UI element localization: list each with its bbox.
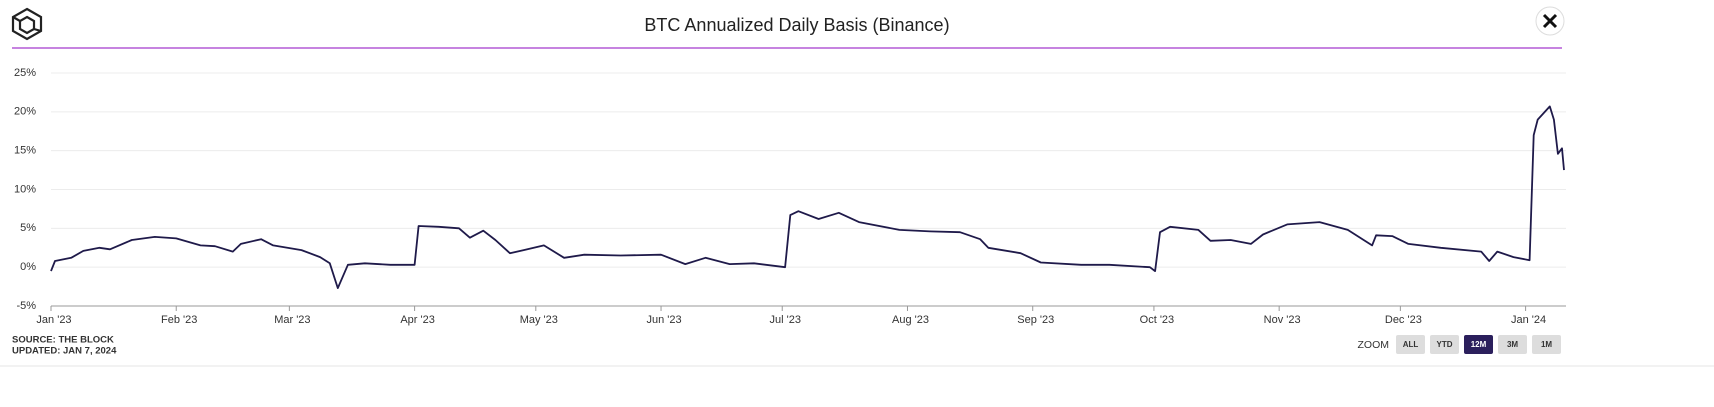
zoom-button[interactable]: 1M — [1532, 335, 1561, 354]
updated: UPDATED: JAN 7, 2024 — [12, 346, 117, 357]
x-tick-label: Jun '23 — [646, 314, 681, 326]
source: SOURCE: THE BLOCK — [12, 335, 114, 346]
zoom-button[interactable]: YTD — [1430, 335, 1459, 354]
x-tick-label: Sep '23 — [1017, 314, 1054, 326]
x-tick-label: Oct '23 — [1140, 314, 1175, 326]
x-tick-label: Feb '23 — [161, 314, 197, 326]
zoom-button-label: 1M — [1541, 340, 1552, 349]
zoom-button-label: 12M — [1471, 340, 1487, 349]
zoom-button[interactable]: 3M — [1498, 335, 1527, 354]
y-tick-label: 15% — [14, 145, 36, 157]
x-tick-label: Jan '24 — [1511, 314, 1546, 326]
y-tick-label: 5% — [20, 222, 36, 234]
x-tick-label: Apr '23 — [400, 314, 435, 326]
zoom-button-label: YTD — [1437, 340, 1453, 349]
zoom-button-label: 3M — [1507, 340, 1518, 349]
x-tick-label: Aug '23 — [892, 314, 929, 326]
data-line — [50, 105, 1565, 289]
zoom-button-label: ALL — [1403, 340, 1419, 349]
x-tick-label: Nov '23 — [1264, 314, 1301, 326]
zoom-button-bg — [1430, 335, 1459, 354]
x-tick-label: May '23 — [520, 314, 558, 326]
y-tick-label: 10% — [14, 183, 36, 195]
x-tick-label: Dec '23 — [1385, 314, 1422, 326]
y-tick-label: -5% — [16, 300, 36, 312]
y-tick-label: 20% — [14, 106, 36, 118]
close-button[interactable] — [1535, 6, 1565, 36]
chart-title: BTC Annualized Daily Basis (Binance) — [644, 15, 949, 35]
y-tick-label: 25% — [14, 67, 36, 79]
y-tick-label: 0% — [20, 261, 36, 273]
zoom-button[interactable]: ALL — [1396, 335, 1425, 354]
zoom-button-bg — [1396, 335, 1425, 354]
zoom-button[interactable]: 12M — [1464, 335, 1493, 354]
x-tick-label: Jan '23 — [36, 314, 71, 326]
logo — [11, 7, 43, 41]
zoom-button-bg — [1498, 335, 1527, 354]
zoom-button-bg — [1464, 335, 1493, 354]
x-tick-label: Mar '23 — [274, 314, 310, 326]
zoom-label: ZOOM — [1358, 339, 1390, 351]
zoom-button-bg — [1532, 335, 1561, 354]
x-tick-label: Jul '23 — [770, 314, 801, 326]
